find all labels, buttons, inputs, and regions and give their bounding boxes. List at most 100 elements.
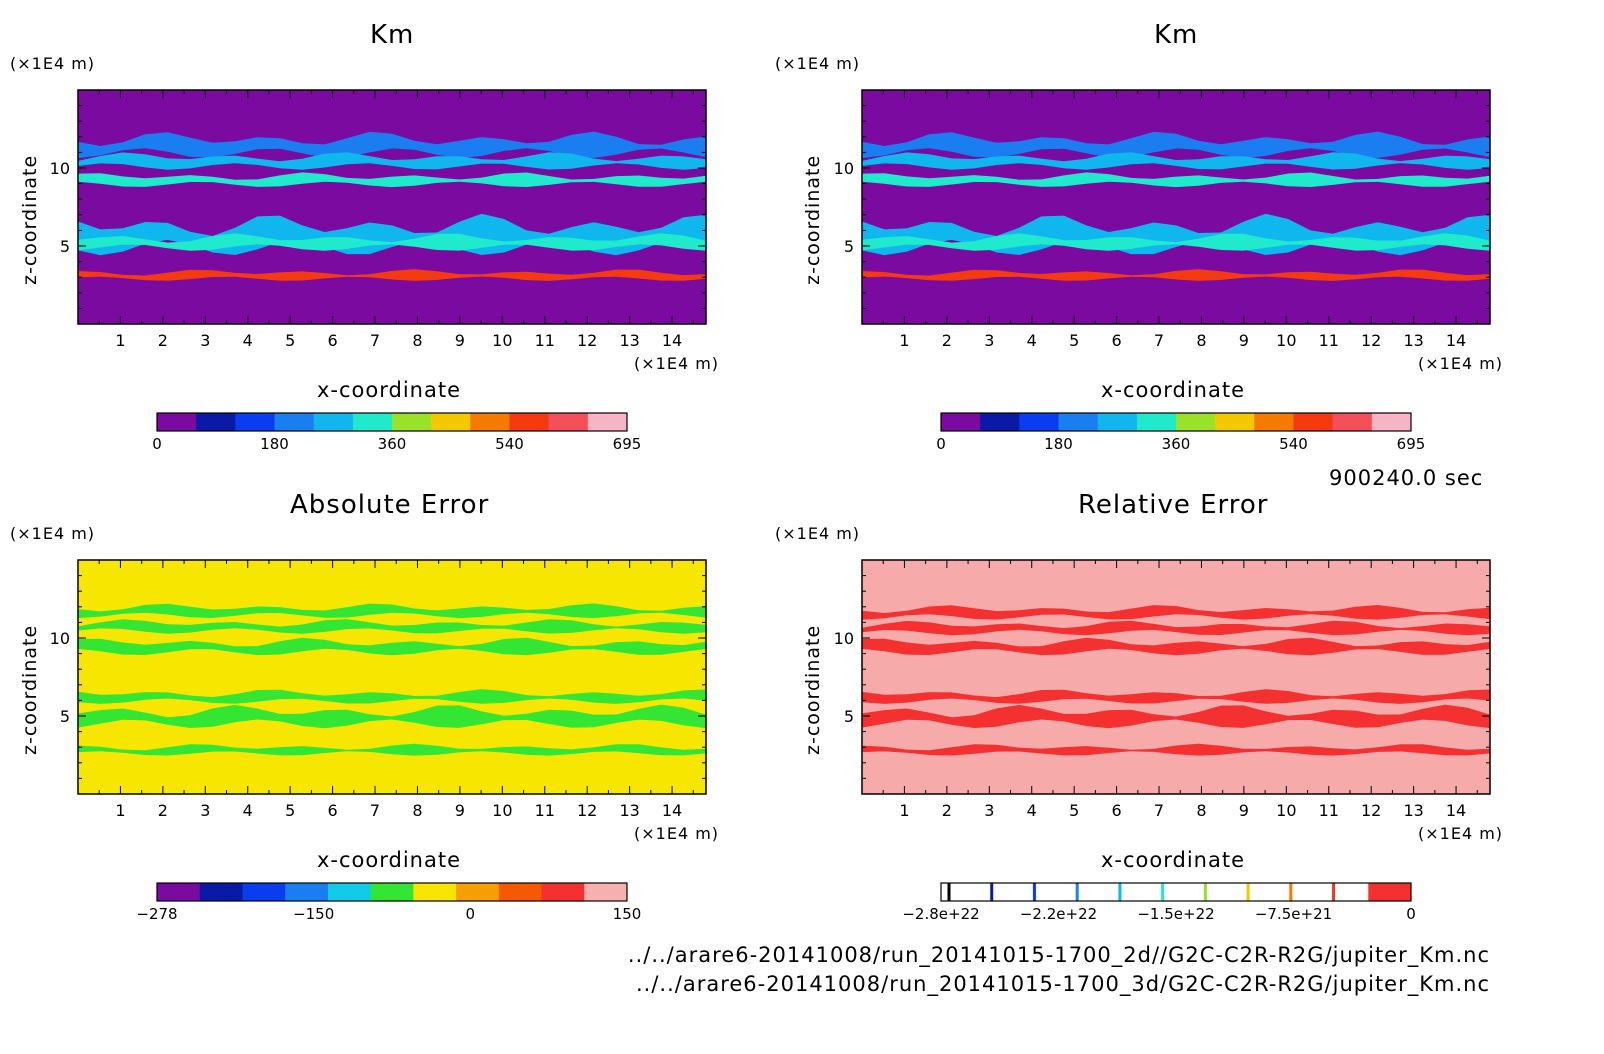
colorbar-swatch — [235, 413, 275, 431]
z-tick-label: 5 — [60, 707, 70, 726]
panel-2-contour-band — [862, 152, 1490, 170]
x-tick-label: 3 — [200, 331, 210, 350]
z-tick-label: 10 — [834, 629, 854, 648]
x-tick-label: 9 — [1239, 331, 1249, 350]
x-tick-label: 13 — [1403, 331, 1423, 350]
file-path-1: ../../arare6-20141008/run_20141015-1700_… — [627, 943, 1490, 967]
panel-2-contour-band — [862, 233, 1490, 251]
colorbar-swatch — [584, 883, 628, 901]
x-tick-label: 4 — [1027, 331, 1037, 350]
time-label: 900240.0 sec — [1329, 466, 1484, 490]
panel-3-contour-band — [78, 619, 706, 634]
panel-1-x-unit: (×1E4 m) — [634, 354, 720, 373]
colorbar-swatch — [1058, 413, 1099, 431]
x-tick-label: 8 — [1196, 331, 1206, 350]
z-tick-label: 5 — [844, 707, 854, 726]
colorbar-tick-label: 695 — [613, 435, 642, 453]
panel-4-contour-band — [862, 620, 1490, 636]
colorbar-swatch — [157, 413, 197, 431]
colorbar-frame — [156, 412, 628, 432]
colorbar-swatch — [1240, 883, 1284, 901]
colorbar-tick-label: 180 — [1044, 435, 1073, 453]
x-tick-label: 12 — [1361, 801, 1381, 820]
panel-3-x-unit: (×1E4 m) — [634, 824, 720, 843]
x-tick-label: 8 — [412, 801, 422, 820]
colorbar-tick-label: 540 — [495, 435, 524, 453]
colorbar-tick-label: −2.8e+22 — [902, 905, 979, 923]
colorbar-swatch — [509, 413, 550, 431]
colorbar-swatch — [1293, 413, 1334, 431]
colorbar-tick-label: −1.5e+22 — [1137, 905, 1214, 923]
colorbar-swatch — [541, 883, 585, 901]
colorbar-swatch — [157, 883, 201, 901]
x-tick-label: 12 — [1361, 331, 1381, 350]
colorbar-tick-label: 0 — [152, 435, 162, 453]
z-tick-label: 10 — [50, 629, 70, 648]
colorbar-swatch — [413, 883, 457, 901]
x-tick-label: 6 — [1112, 801, 1122, 820]
z-tick-label: 5 — [60, 237, 70, 256]
panel-3-contour-band — [78, 637, 706, 656]
x-tick-label: 3 — [984, 801, 994, 820]
panel-3-z-axis-label: z-coordinate — [19, 624, 41, 755]
z-tick-label: 5 — [844, 237, 854, 256]
colorbar-swatch — [1332, 413, 1373, 431]
panel-1-field — [78, 90, 706, 324]
colorbar-swatch — [327, 883, 372, 901]
x-tick-label: 5 — [1069, 331, 1079, 350]
x-tick-label: 6 — [1112, 331, 1122, 350]
panel-2-z-axis-label: z-coordinate — [802, 154, 824, 285]
panel-4-contour-band — [862, 704, 1490, 729]
panel-3-contour-band — [78, 743, 706, 756]
panel-4-contour-band — [862, 637, 1490, 656]
x-tick-label: 2 — [942, 331, 952, 350]
colorbar-swatch — [1097, 413, 1138, 431]
panel-1-y-unit: (×1E4 m) — [10, 54, 96, 73]
x-tick-label: 8 — [1196, 801, 1206, 820]
colorbar-swatch — [1325, 883, 1369, 901]
x-tick-label: 11 — [535, 331, 555, 350]
x-tick-label: 8 — [412, 331, 422, 350]
x-tick-label: 14 — [1446, 801, 1466, 820]
x-tick-label: 7 — [370, 331, 380, 350]
colorbar-swatch — [196, 413, 236, 431]
colorbar-tick-label: 180 — [260, 435, 289, 453]
panel-1-contour-band — [78, 131, 706, 159]
x-tick-label: 9 — [455, 331, 465, 350]
x-tick-label: 3 — [984, 331, 994, 350]
file-path-2: ../../arare6-20141008/run_20141015-1700_… — [635, 972, 1490, 996]
z-tick-label: 10 — [834, 159, 854, 178]
colorbar-swatch — [1019, 413, 1059, 431]
x-tick-label: 1 — [115, 801, 125, 820]
panel-2-title: Km — [1154, 20, 1199, 50]
x-tick-label: 10 — [1276, 801, 1296, 820]
panel-1-contour-band — [78, 172, 706, 188]
colorbar-swatch — [199, 883, 243, 901]
colorbar-swatch — [1154, 883, 1198, 901]
colorbar-swatch — [1368, 883, 1412, 901]
x-tick-label: 6 — [328, 801, 338, 820]
panel-2-x-axis-label: x-coordinate — [1101, 378, 1246, 402]
panel-3-x-axis-label: x-coordinate — [317, 848, 462, 872]
panel-4-contour-band — [862, 689, 1490, 704]
colorbar-tick-label: −278 — [136, 905, 177, 923]
colorbar-swatch — [1026, 883, 1070, 901]
x-tick-label: 11 — [535, 801, 555, 820]
x-tick-label: 5 — [285, 801, 295, 820]
colorbar-swatch — [274, 413, 315, 431]
colorbar-swatch — [983, 883, 1027, 901]
colorbar-swatch — [285, 883, 329, 901]
colorbar-swatch — [1069, 883, 1113, 901]
x-tick-label: 2 — [942, 801, 952, 820]
colorbar-swatch — [1136, 413, 1177, 431]
panel-1-frame — [77, 89, 707, 325]
x-tick-label: 12 — [577, 331, 597, 350]
colorbar-tick-label: 540 — [1279, 435, 1308, 453]
z-tick-label: 10 — [50, 159, 70, 178]
panel-3-contour-band — [78, 603, 706, 619]
x-tick-label: 14 — [662, 801, 682, 820]
colorbar-tick-label: 150 — [613, 905, 642, 923]
x-tick-label: 7 — [1154, 331, 1164, 350]
x-tick-label: 5 — [1069, 801, 1079, 820]
